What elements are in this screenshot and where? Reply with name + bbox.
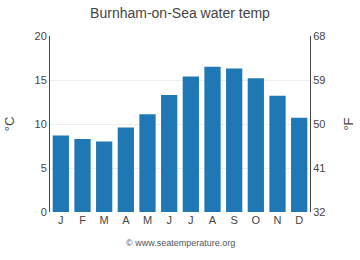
svg-text:F: F: [79, 214, 86, 226]
svg-text:5: 5: [41, 162, 47, 174]
svg-text:J: J: [58, 214, 64, 226]
svg-text:59: 59: [313, 74, 325, 86]
svg-text:M: M: [100, 214, 109, 226]
svg-text:© www.seatemperature.org: © www.seatemperature.org: [126, 238, 235, 248]
svg-text:M: M: [143, 214, 152, 226]
svg-text:J: J: [166, 214, 172, 226]
svg-text:N: N: [274, 214, 282, 226]
svg-text:Burnham-on-Sea water temp: Burnham-on-Sea water temp: [90, 5, 270, 21]
svg-text:68: 68: [313, 30, 325, 42]
svg-text:J: J: [188, 214, 194, 226]
svg-text:S: S: [230, 214, 237, 226]
svg-text:20: 20: [35, 30, 47, 42]
svg-text:A: A: [209, 214, 217, 226]
svg-text:A: A: [122, 214, 130, 226]
svg-text:°C: °C: [2, 117, 17, 132]
svg-text:10: 10: [35, 118, 47, 130]
svg-text:°F: °F: [341, 117, 356, 130]
svg-text:D: D: [295, 214, 303, 226]
svg-text:50: 50: [313, 118, 325, 130]
svg-text:O: O: [252, 214, 261, 226]
svg-text:0: 0: [41, 206, 47, 218]
svg-text:41: 41: [313, 162, 325, 174]
svg-text:15: 15: [35, 74, 47, 86]
svg-text:32: 32: [313, 206, 325, 218]
